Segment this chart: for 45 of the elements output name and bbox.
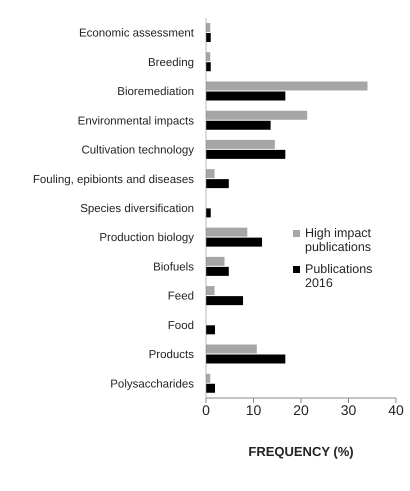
y-tick-label: Production biology: [99, 232, 194, 244]
bar: [206, 81, 368, 90]
bar: [206, 256, 225, 266]
y-tick-label: Economic assessment: [78, 28, 195, 40]
bar: [206, 179, 229, 188]
bar: [206, 91, 286, 100]
bar: [206, 344, 257, 354]
legend-label: High impact publications: [305, 226, 372, 254]
y-tick-label: Polysaccharides: [110, 378, 194, 390]
bar: [206, 286, 215, 296]
y-tick-label: Breeding: [148, 56, 194, 69]
x-tick-label: 0: [202, 402, 210, 418]
bar: [206, 120, 271, 130]
bar: [206, 325, 216, 334]
bar: [206, 266, 229, 276]
bar: [206, 62, 211, 72]
y-tick-label: Biofuels: [153, 261, 194, 274]
y-tick-label: Fouling, epibionts and diseases: [32, 174, 194, 186]
x-tick-label: 30: [340, 402, 356, 418]
bar: [206, 33, 211, 42]
bar: [206, 374, 210, 383]
bar: [206, 169, 215, 178]
y-tick-label: Cultivation technology: [81, 144, 194, 157]
bar: [206, 150, 286, 159]
bar: [206, 110, 308, 120]
y-tick-label: Products: [148, 349, 194, 362]
y-tick-label: Feed: [168, 290, 194, 303]
bar: [206, 140, 275, 149]
bar: [206, 228, 248, 237]
x-tick-label: 20: [293, 402, 309, 418]
bar: [206, 354, 286, 364]
x-tick-label: 40: [388, 402, 404, 418]
legend-label: Publications 2016: [305, 262, 374, 290]
y-tick-label: Food: [168, 320, 194, 332]
y-tick-label: Environmental impacts: [78, 115, 194, 128]
bar: [206, 296, 244, 306]
bar: [206, 384, 216, 393]
y-tick-label: Species diversification: [80, 203, 194, 215]
bar: [206, 238, 262, 247]
x-axis-title: FREQUENCY (%): [248, 444, 354, 459]
x-tick-label: 10: [246, 402, 262, 418]
bar: [206, 23, 210, 32]
bar: [206, 208, 211, 218]
y-tick-label: Bioremediation: [117, 86, 194, 98]
bar: [206, 52, 210, 62]
